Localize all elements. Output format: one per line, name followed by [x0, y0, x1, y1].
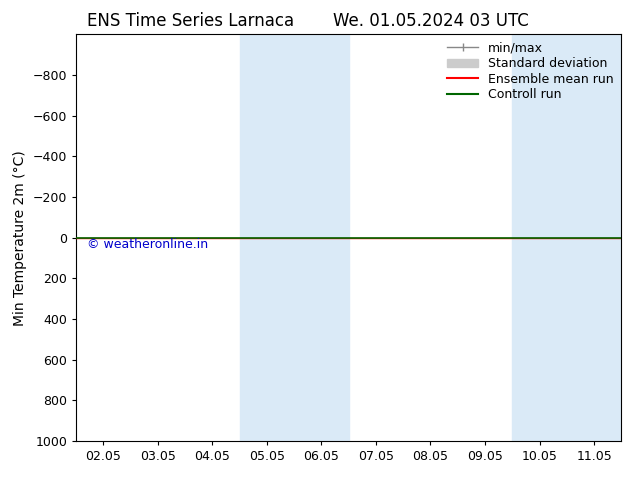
Text: ENS Time Series Larnaca: ENS Time Series Larnaca	[87, 12, 294, 30]
Bar	[512, 34, 621, 441]
Bar	[240, 34, 349, 441]
Text: © weatheronline.in: © weatheronline.in	[87, 239, 208, 251]
Text: We. 01.05.2024 03 UTC: We. 01.05.2024 03 UTC	[333, 12, 529, 30]
Legend: min/max, Standard deviation, Ensemble mean run, Controll run: min/max, Standard deviation, Ensemble me…	[442, 37, 619, 106]
Y-axis label: Min Temperature 2m (°C): Min Temperature 2m (°C)	[13, 150, 27, 325]
